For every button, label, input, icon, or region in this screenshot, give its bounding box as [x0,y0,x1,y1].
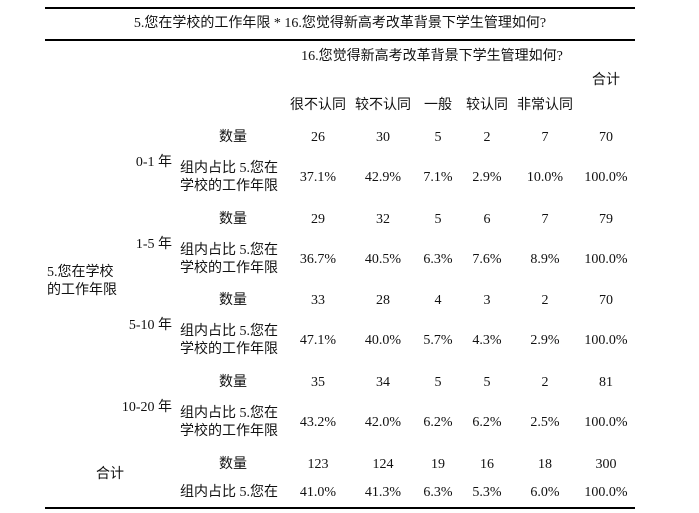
cell: 2 [541,293,549,309]
cell: 37.1% [299,170,337,185]
cell: 81 [599,375,613,391]
cell: 42.0% [364,415,402,431]
cell: 6.2% [423,415,453,431]
cell: 35 [311,375,325,391]
row-label: 组内占比 5.您在学校的工作年限 [180,242,278,276]
group-label: 合计 [96,466,124,482]
cell: 70 [599,130,613,145]
column-header: 非常认同 [517,98,573,113]
cell: 7.6% [472,251,502,267]
column-header: 较不认同 [355,98,411,113]
row-label: 数量 [219,130,247,145]
cell: 6.3% [423,484,453,500]
column-header: 很不认同 [290,98,346,113]
cell: 6.3% [423,251,453,267]
cell: 123 [307,456,329,472]
cell: 26 [311,130,325,145]
cell: 33 [311,293,325,309]
cell: 40.5% [364,251,402,267]
cell: 2 [541,375,549,391]
cell: 32 [376,211,390,227]
cell: 34 [376,375,390,391]
cell: 79 [599,211,613,227]
cell: 2.9% [472,170,502,185]
cell: 28 [376,293,390,309]
cell: 7 [541,130,549,145]
column-group-header: 16.您觉得新高考改革背景下学生管理如何? [301,49,563,64]
cell: 7 [541,211,549,227]
cell: 6.2% [472,415,502,431]
column-header: 一般 [424,98,452,113]
cell: 100.0% [584,484,628,500]
cell: 36.7% [299,251,337,267]
title-rule [45,39,635,41]
cell: 124 [372,456,394,472]
cell: 100.0% [584,251,628,267]
cell: 19 [431,456,445,472]
cell: 4.3% [472,333,502,349]
cell: 6.0% [530,484,560,500]
cell: 5 [434,211,442,227]
cell: 18 [538,456,552,472]
cell: 5.7% [423,333,453,349]
row-group-header: 5.您在学校的工作年限 [47,265,117,298]
group-label: 0-1 年 [135,155,172,170]
cell: 4 [434,293,442,309]
cell: 2.9% [530,333,560,349]
cell: 300 [595,456,617,472]
group-label: 10-20 年 [121,400,172,416]
cell: 70 [599,293,613,309]
cell: 47.1% [299,333,337,349]
row-label: 组内占比 5.您在学校的工作年限 [180,406,278,440]
cell: 100.0% [584,415,628,431]
group-label: 5-10 年 [128,318,172,334]
cell: 3 [483,293,491,309]
cell: 30 [376,130,390,145]
cell: 7.1% [423,170,453,185]
row-label: 组内占比 5.您在学校的工作年限 [180,161,278,194]
group-label: 1-5 年 [135,236,172,252]
cell: 41.0% [299,484,337,500]
row-label: 组内占比 5.您在 [180,484,278,500]
cell: 43.2% [299,415,337,431]
top-rule [45,7,635,9]
cell: 10.0% [526,170,564,185]
row-label: 数量 [219,375,247,391]
bottom-rule [45,507,635,509]
cell: 5.3% [472,484,502,500]
cell: 100.0% [584,333,628,349]
cell: 2.5% [530,415,560,431]
cell: 41.3% [364,484,402,500]
row-label: 组内占比 5.您在学校的工作年限 [180,324,278,358]
cell: 16 [480,456,494,472]
cell: 42.9% [364,170,402,185]
cell: 5 [434,375,442,391]
cell: 5 [434,130,442,145]
row-label: 数量 [219,293,247,309]
cell: 29 [311,211,325,227]
row-label: 数量 [219,456,247,472]
cell: 5 [483,375,491,391]
cell: 2 [483,130,491,145]
cell: 8.9% [530,251,560,267]
cell: 100.0% [584,170,628,185]
cell: 40.0% [364,333,402,349]
total-header: 合计 [592,73,620,88]
table-title: 5.您在学校的工作年限 * 16.您觉得新高考改革背景下学生管理如何? [133,16,547,31]
cell: 6 [483,211,491,227]
column-header: 较认同 [466,98,508,113]
row-label: 数量 [219,211,247,227]
